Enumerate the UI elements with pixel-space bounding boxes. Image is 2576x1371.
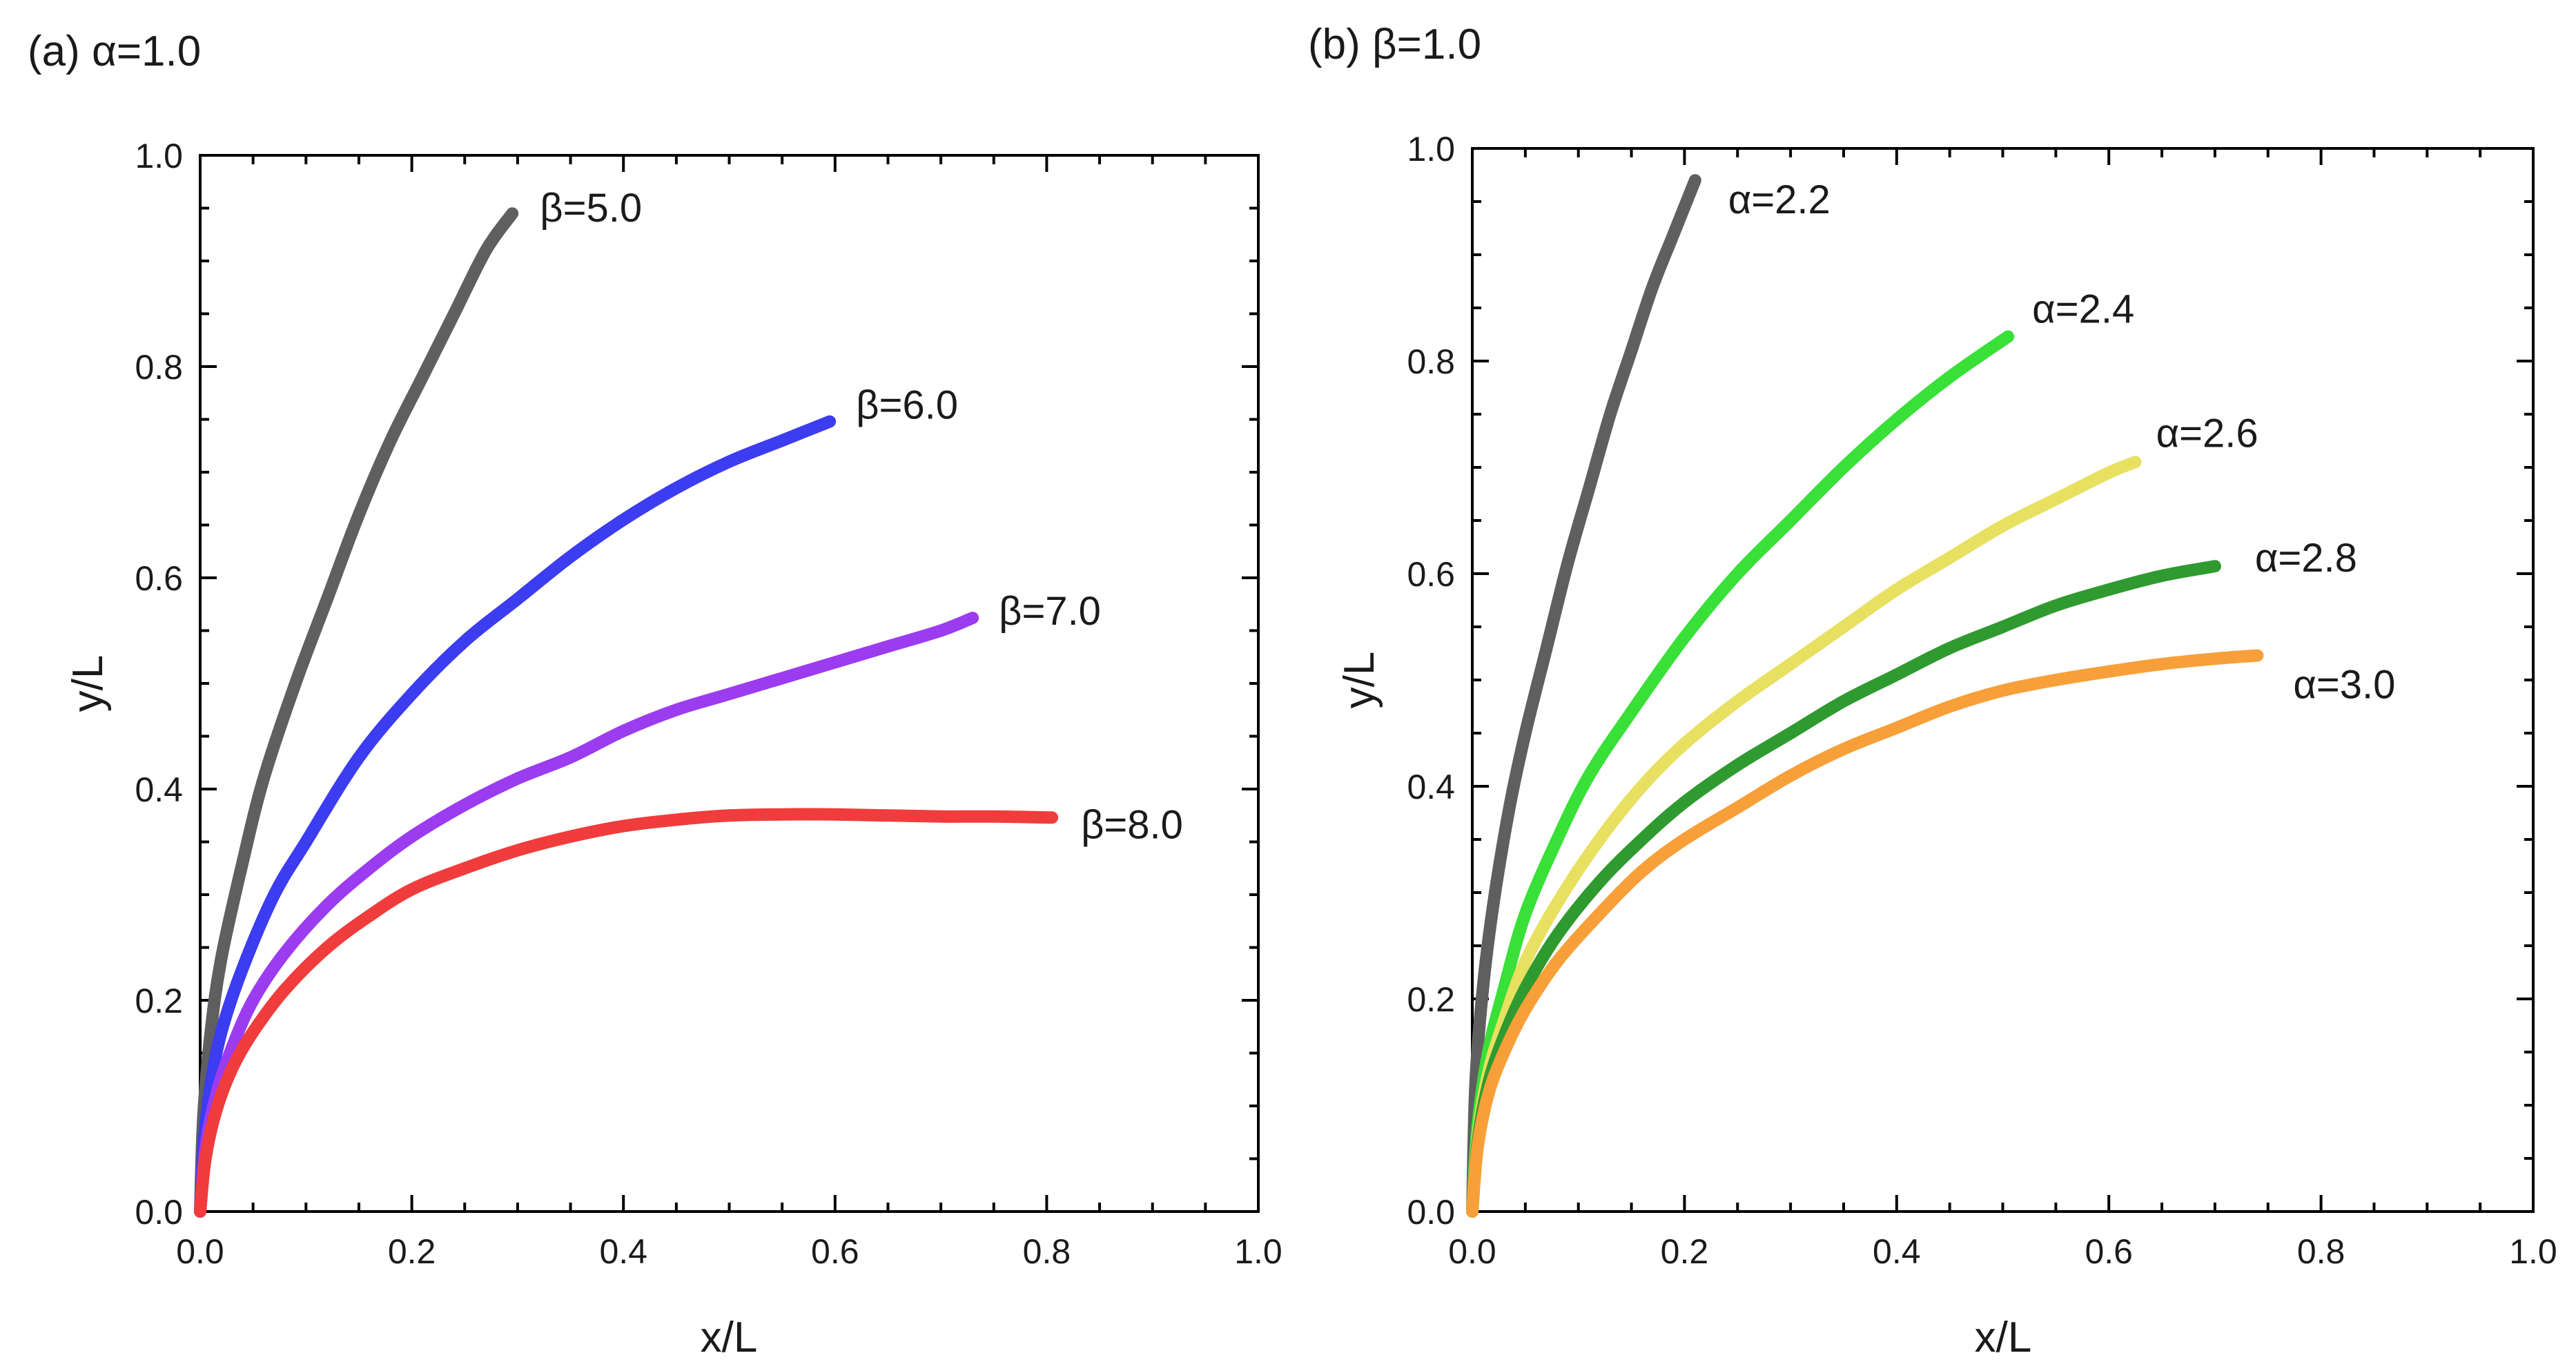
panel-a-x-tick-labels: 0.0 0.2 0.4 0.6 0.8 1.0 (176, 1232, 1282, 1271)
curve-label-series-3: β=7.0 (999, 589, 1101, 634)
panel-a-plot-frame (199, 154, 1260, 1213)
x-tick-label: 0.8 (1023, 1232, 1071, 1271)
curve-label-series-4: α=2.8 (2255, 536, 2357, 581)
y-tick-label: 0.6 (1407, 555, 1455, 594)
panel-b-curves (1466, 174, 2264, 1218)
curve-series-1 (194, 207, 519, 1218)
panel-b-title: (b) β=1.0 (1308, 21, 1481, 68)
x-tick-label: 0.4 (1873, 1232, 1921, 1271)
panel-b-y-tick-labels: 0.0 0.2 0.4 0.6 0.8 1.0 (1407, 130, 1455, 1232)
x-tick-label: 0.2 (1661, 1232, 1709, 1271)
y-tick-label: 0.0 (1407, 1193, 1455, 1232)
panel-a-y-tick-labels: 0.0 0.2 0.4 0.6 0.8 1.0 (135, 137, 183, 1232)
x-tick-label: 0.6 (2085, 1232, 2133, 1271)
curve-label-series-1: β=5.0 (540, 186, 642, 231)
x-tick-label: 1.0 (1234, 1232, 1282, 1271)
y-tick-label: 0.2 (1407, 980, 1455, 1019)
panel-a: (a) α=1.0 0.0 0.2 0.4 0.6 0.8 1.0 0.00.20.40.… (28, 28, 1282, 1361)
y-tick-label: 0.6 (135, 559, 183, 598)
panel-a-curves (194, 207, 1059, 1218)
y-tick-label: 0.0 (135, 1193, 183, 1232)
panel-a-y-axis-label: y/L (64, 655, 112, 712)
y-tick-label: 0.2 (135, 982, 183, 1020)
panel-b-x-tick-labels: 0.0 0.2 0.4 0.6 0.8 1.0 (1448, 1232, 2557, 1271)
curve-series-2 (194, 415, 837, 1218)
curve-series-2 (1466, 330, 2015, 1218)
panel-a-x-axis-label: x/L (701, 1314, 758, 1361)
panel-b-y-axis-label: y/L (1336, 652, 1383, 709)
curve-label-series-5: α=3.0 (2293, 663, 2395, 708)
panel-b-x-axis-label: x/L (1975, 1314, 2032, 1361)
panel-a-curve-labels: β=5.0 β=6.0 β=7.0 β=8.0 (540, 186, 1183, 847)
y-tick-label: 0.4 (135, 770, 183, 809)
curve-series-4 (1466, 560, 2221, 1218)
x-tick-label: 0.2 (388, 1232, 436, 1271)
x-tick-label: 0.4 (599, 1232, 647, 1271)
curve-label-series-2: β=6.0 (856, 383, 958, 428)
curve-series-4 (194, 808, 1059, 1218)
x-tick-label: 1.0 (2509, 1232, 2557, 1271)
panel-b-curve-labels: α=2.2 α=2.4 α=2.6 α=2.8 α=3.0 (1728, 177, 2396, 707)
panel-b: (b) β=1.0 0.0 0.2 0.4 0.6 0.8 1.0 0.00.20.40.… (1308, 21, 2557, 1361)
curve-series-3 (194, 612, 979, 1218)
panel-a-title: (a) α=1.0 (28, 28, 201, 75)
y-tick-label: 0.4 (1407, 768, 1455, 806)
panel-a-ticks (199, 154, 1260, 1213)
curve-label-series-2: α=2.4 (2032, 287, 2134, 332)
x-tick-label: 0.0 (1448, 1232, 1496, 1271)
x-tick-label: 0.0 (176, 1232, 224, 1271)
curve-label-series-1: α=2.2 (1728, 177, 1831, 222)
y-tick-label: 1.0 (135, 137, 183, 175)
y-tick-label: 1.0 (1407, 130, 1455, 168)
curve-label-series-4: β=8.0 (1081, 802, 1183, 847)
curve-series-3 (1466, 456, 2142, 1218)
curve-series-5 (1466, 649, 2264, 1218)
panel-b-ticks (1471, 147, 2535, 1213)
y-tick-label: 0.8 (135, 348, 183, 387)
x-tick-label: 0.8 (2297, 1232, 2345, 1271)
x-tick-label: 0.6 (811, 1232, 859, 1271)
curve-series-1 (1466, 174, 1701, 1218)
y-tick-label: 0.8 (1407, 342, 1455, 381)
curve-label-series-3: α=2.6 (2156, 411, 2258, 456)
